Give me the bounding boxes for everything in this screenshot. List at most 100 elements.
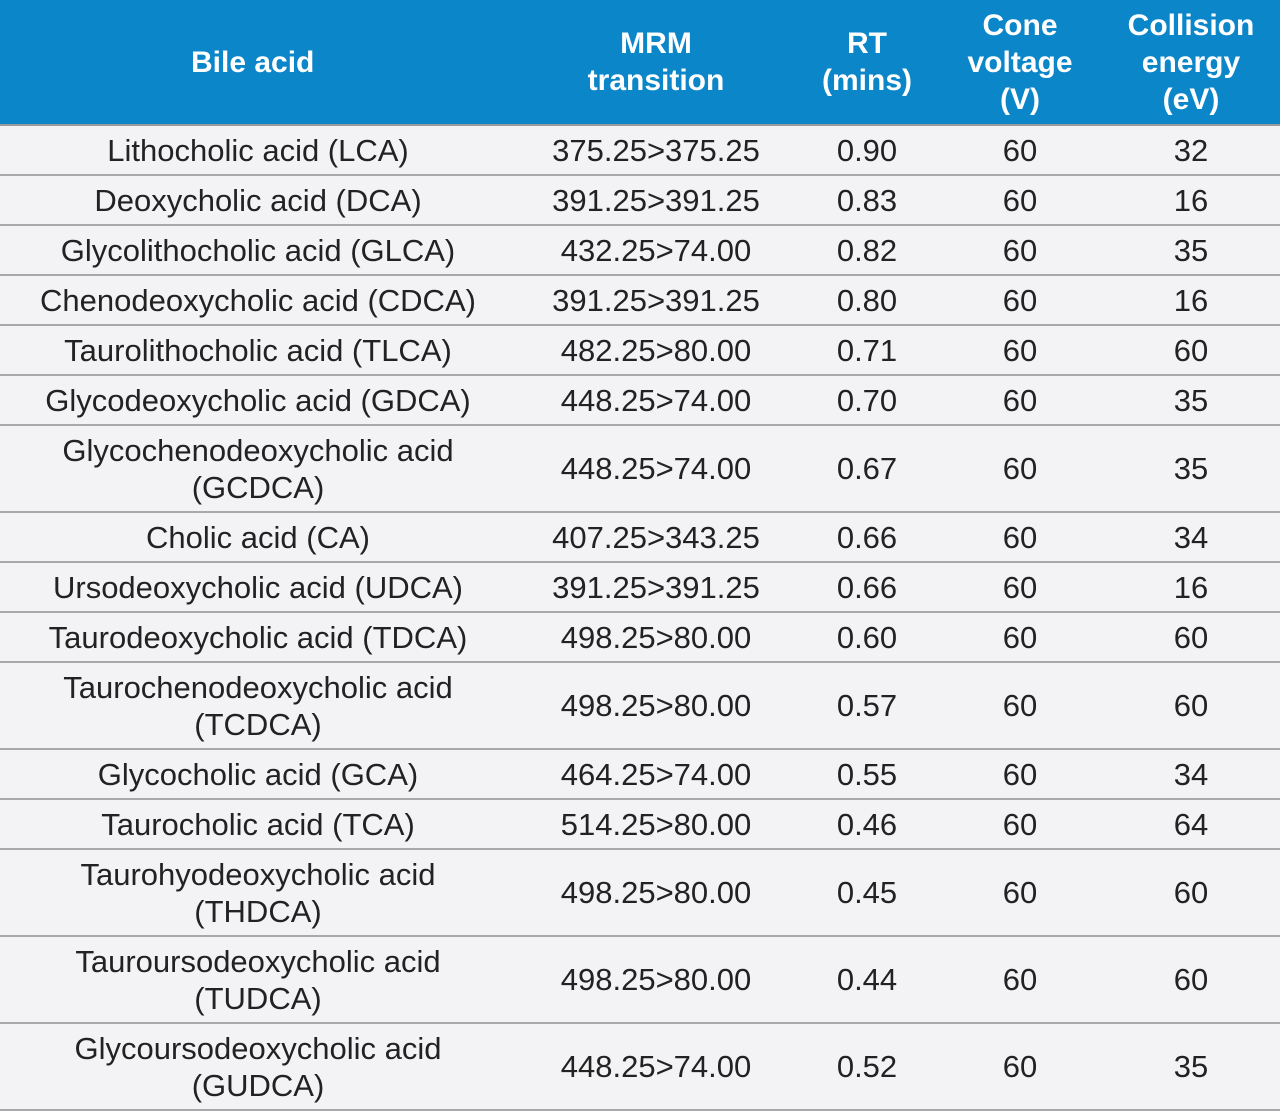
cell-bile-acid: Taurodeoxycholic acid (TDCA) <box>0 612 516 663</box>
header-bile-acid: Bile acid <box>0 0 516 126</box>
cell-rt: 0.71 <box>796 325 938 376</box>
bile-acid-name: Glycolithocholic acid (GLCA) <box>60 232 456 268</box>
cell-rt: 0.80 <box>796 275 938 326</box>
cell-collision-energy: 32 <box>1102 125 1280 176</box>
table-body: Lithocholic acid (LCA) 375.25>375.25 0.90 6… <box>0 125 1280 1111</box>
cell-collision-energy: 16 <box>1102 562 1280 613</box>
bile-acid-name: Tauroursodeoxycholic acid <box>75 943 441 979</box>
header-rt-line2: (mins) <box>822 64 912 97</box>
header-cone-line1: Cone <box>982 8 1058 42</box>
cell-cone-voltage: 60 <box>938 225 1102 276</box>
cell-bile-acid: Cholic acid (CA) <box>0 512 516 563</box>
table-row: Tauroursodeoxycholic acid (TUDCA) 498.25>8… <box>0 936 1280 1024</box>
cell-bile-acid: Ursodeoxycholic acid (UDCA) <box>0 562 516 613</box>
cell-cone-voltage: 60 <box>938 275 1102 326</box>
bile-acid-name: Cholic acid (CA) <box>146 519 370 555</box>
header-cone-voltage: Cone voltage (V) <box>938 0 1102 126</box>
bile-acid-abbreviation: (GUDCA) <box>191 1067 325 1103</box>
cell-cone-voltage: 60 <box>938 512 1102 563</box>
cell-mrm-transition: 498.25>80.00 <box>516 849 796 937</box>
header-mrm-line2: transition <box>587 64 725 97</box>
bile-acid-name: Taurochenodeoxycholic acid <box>63 669 453 705</box>
header-collision-line1: Collision <box>1127 8 1255 42</box>
cell-mrm-transition: 464.25>74.00 <box>516 749 796 800</box>
bile-acid-name: Taurohyodeoxycholic acid <box>80 856 436 892</box>
header-collision-energy: Collision energy (eV) <box>1102 0 1280 126</box>
cell-mrm-transition: 482.25>80.00 <box>516 325 796 376</box>
bile-acid-name: Taurodeoxycholic acid (TDCA) <box>48 619 468 655</box>
cell-mrm-transition: 391.25>391.25 <box>516 275 796 326</box>
cell-mrm-transition: 448.25>74.00 <box>516 1023 796 1111</box>
cell-mrm-transition: 498.25>80.00 <box>516 936 796 1024</box>
cell-bile-acid: Taurohyodeoxycholic acid (THDCA) <box>0 849 516 937</box>
cell-collision-energy: 35 <box>1102 425 1280 513</box>
bile-acid-name: Glycoursodeoxycholic acid <box>74 1030 442 1066</box>
cell-mrm-transition: 375.25>375.25 <box>516 125 796 176</box>
header-bile-acid-label: Bile acid <box>191 45 315 79</box>
cell-collision-energy: 35 <box>1102 375 1280 426</box>
bile-acid-name: Glycocholic acid (GCA) <box>97 756 419 792</box>
cell-mrm-transition: 514.25>80.00 <box>516 799 796 850</box>
cell-cone-voltage: 60 <box>938 175 1102 226</box>
cell-bile-acid: Taurolithocholic acid (TLCA) <box>0 325 516 376</box>
table-row: Lithocholic acid (LCA) 375.25>375.25 0.90 6… <box>0 125 1280 176</box>
cell-collision-energy: 35 <box>1102 1023 1280 1111</box>
cell-mrm-transition: 391.25>391.25 <box>516 175 796 226</box>
table-row: Glycolithocholic acid (GLCA) 432.25>74.00… <box>0 225 1280 276</box>
cell-cone-voltage: 60 <box>938 612 1102 663</box>
cell-mrm-transition: 432.25>74.00 <box>516 225 796 276</box>
cell-rt: 0.52 <box>796 1023 938 1111</box>
cell-mrm-transition: 407.25>343.25 <box>516 512 796 563</box>
cell-rt: 0.55 <box>796 749 938 800</box>
cell-bile-acid: Deoxycholic acid (DCA) <box>0 175 516 226</box>
header-rt: RT (mins) <box>796 0 938 126</box>
bile-acid-name: Glycodeoxycholic acid (GDCA) <box>45 382 471 418</box>
cell-bile-acid: Lithocholic acid (LCA) <box>0 125 516 176</box>
header-collision-line2: energy <box>1141 45 1241 79</box>
cell-bile-acid: Glycochenodeoxycholic acid (GCDCA) <box>0 425 516 513</box>
cell-mrm-transition: 448.25>74.00 <box>516 375 796 426</box>
cell-bile-acid: Tauroursodeoxycholic acid (TUDCA) <box>0 936 516 1024</box>
cell-cone-voltage: 60 <box>938 425 1102 513</box>
cell-collision-energy: 35 <box>1102 225 1280 276</box>
cell-rt: 0.66 <box>796 512 938 563</box>
cell-bile-acid: Glycoursodeoxycholic acid (GUDCA) <box>0 1023 516 1111</box>
cell-rt: 0.70 <box>796 375 938 426</box>
cell-bile-acid: Glycocholic acid (GCA) <box>0 749 516 800</box>
cell-collision-energy: 60 <box>1102 936 1280 1024</box>
bile-acid-name: Deoxycholic acid (DCA) <box>94 182 422 218</box>
cell-rt: 0.83 <box>796 175 938 226</box>
header-cone-line2: voltage <box>967 45 1073 79</box>
cell-cone-voltage: 60 <box>938 849 1102 937</box>
cell-cone-voltage: 60 <box>938 749 1102 800</box>
table-row: Glycochenodeoxycholic acid (GCDCA) 448.25>… <box>0 425 1280 513</box>
cell-rt: 0.45 <box>796 849 938 937</box>
header-rt-line1: RT <box>847 27 887 60</box>
cell-collision-energy: 60 <box>1102 849 1280 937</box>
cell-bile-acid: Taurochenodeoxycholic acid (TCDCA) <box>0 662 516 750</box>
cell-cone-voltage: 60 <box>938 936 1102 1024</box>
cell-rt: 0.60 <box>796 612 938 663</box>
cell-collision-energy: 16 <box>1102 175 1280 226</box>
bile-acid-name: Ursodeoxycholic acid (UDCA) <box>52 569 463 605</box>
cell-rt: 0.44 <box>796 936 938 1024</box>
table-row: Taurodeoxycholic acid (TDCA) 498.25>80.00… <box>0 612 1280 663</box>
bile-acid-name: Lithocholic acid (LCA) <box>107 132 409 168</box>
cell-cone-voltage: 60 <box>938 125 1102 176</box>
table-header: Bile acid MRM transition RT (mins) Cone … <box>0 0 1280 126</box>
table-row: Ursodeoxycholic acid (UDCA) 391.25>391.25… <box>0 562 1280 613</box>
header-mrm-transition: MRM transition <box>516 0 796 126</box>
header-cone-line3: (V) <box>1000 82 1040 116</box>
cell-rt: 0.67 <box>796 425 938 513</box>
cell-mrm-transition: 448.25>74.00 <box>516 425 796 513</box>
cell-collision-energy: 60 <box>1102 325 1280 376</box>
header-collision-line3: (eV) <box>1162 82 1220 116</box>
cell-mrm-transition: 498.25>80.00 <box>516 612 796 663</box>
table-row: Cholic acid (CA) 407.25>343.25 0.66 60 34 <box>0 512 1280 563</box>
cell-cone-voltage: 60 <box>938 562 1102 613</box>
table-row: Taurochenodeoxycholic acid (TCDCA) 498.25>… <box>0 662 1280 750</box>
cell-rt: 0.82 <box>796 225 938 276</box>
bile-acid-abbreviation: (TUDCA) <box>194 980 322 1016</box>
cell-cone-voltage: 60 <box>938 325 1102 376</box>
bile-acid-abbreviation: (THDCA) <box>194 893 322 929</box>
